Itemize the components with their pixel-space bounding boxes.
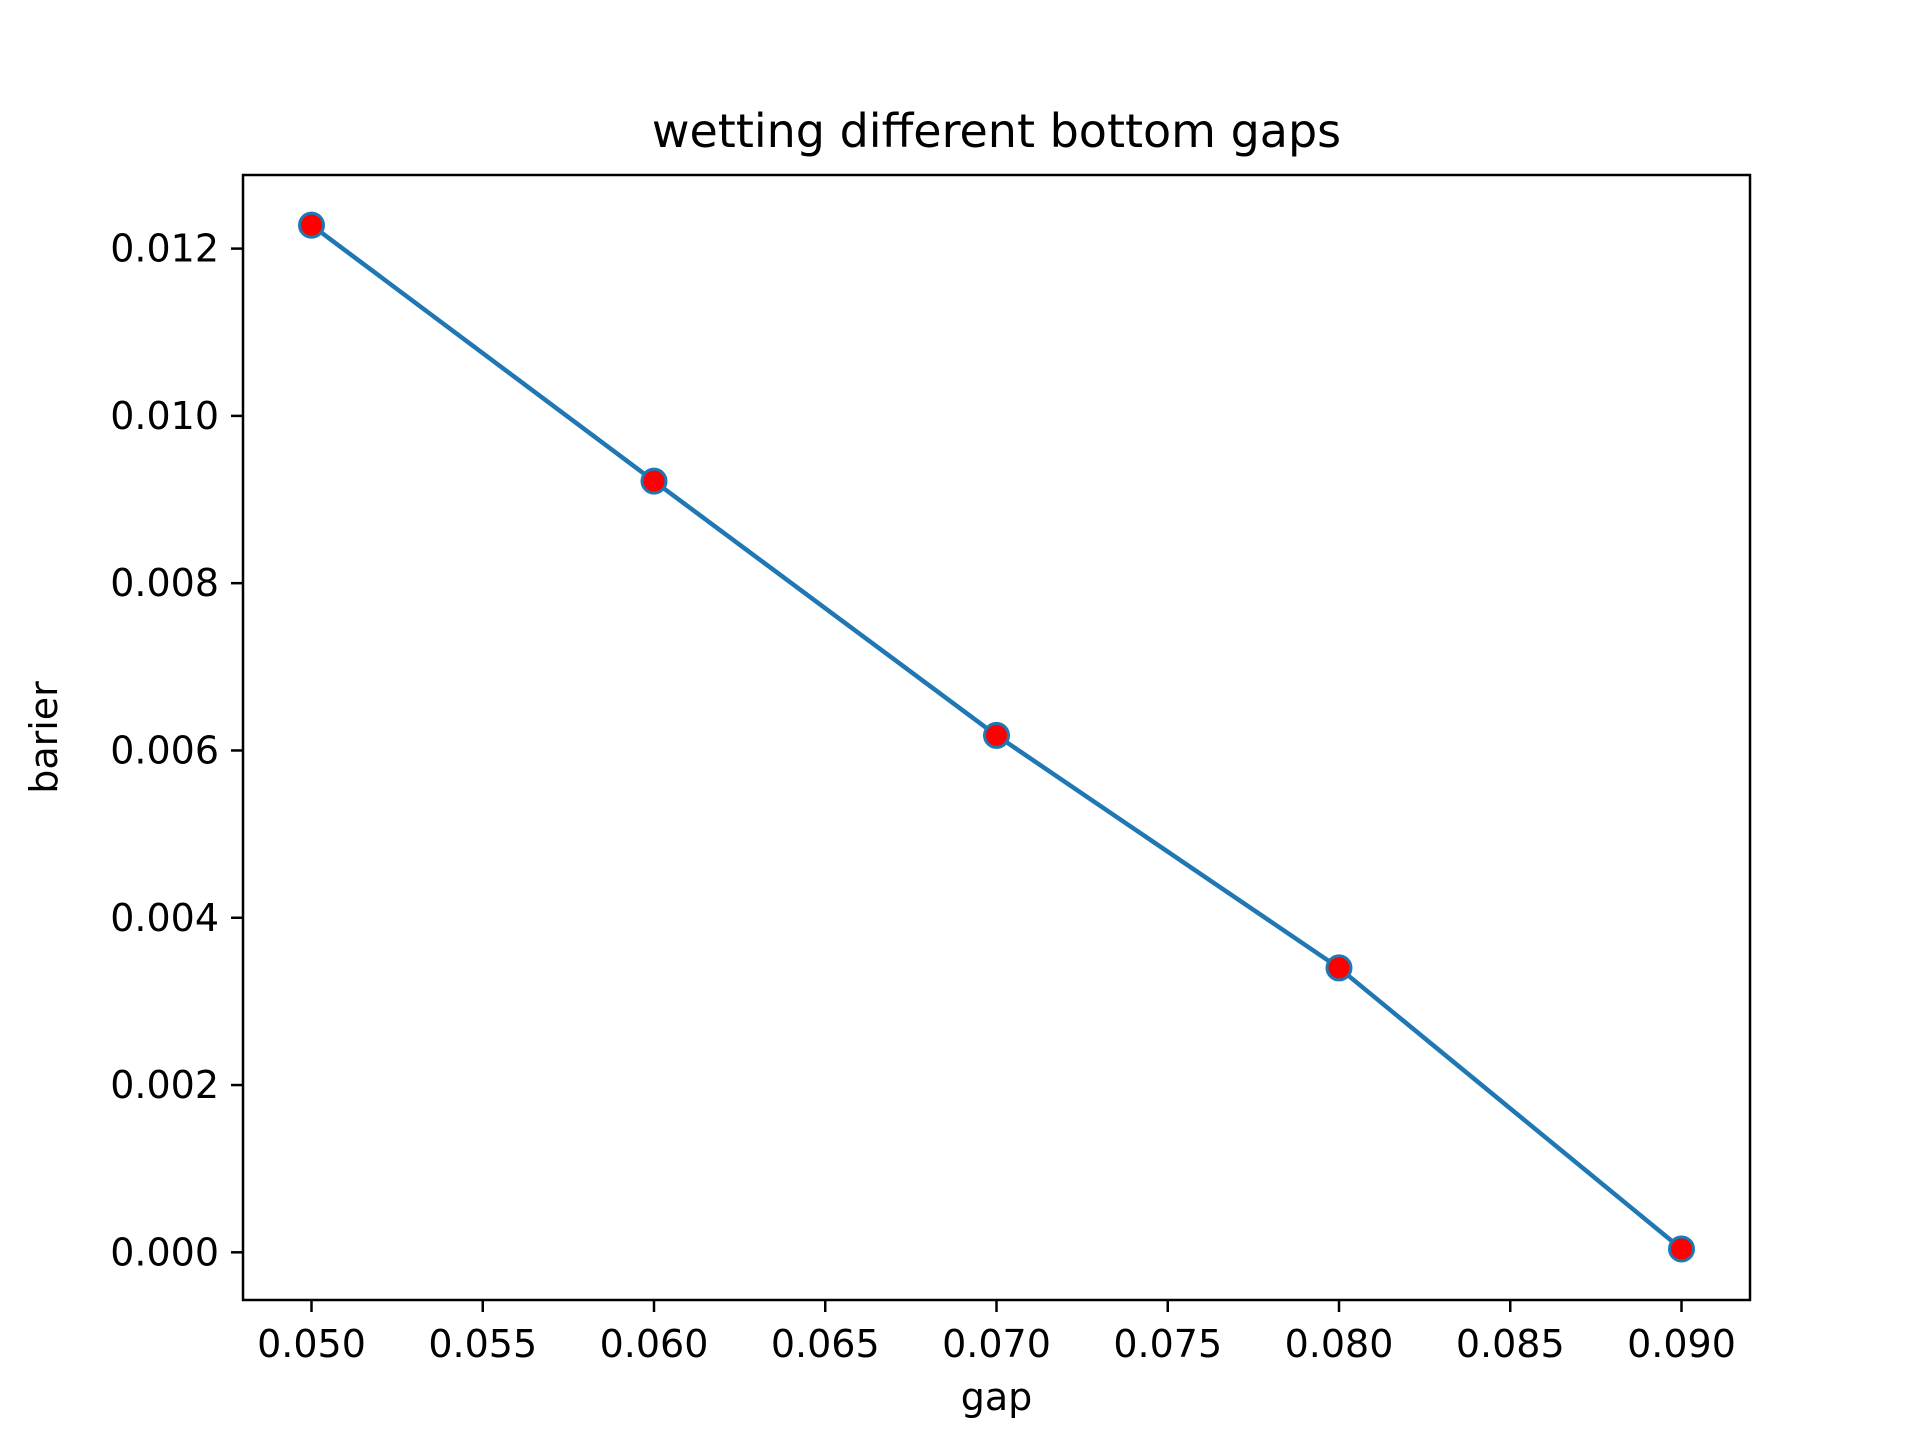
- y-tick-label: 0.012: [110, 227, 219, 271]
- chart-title: wetting different bottom gaps: [652, 104, 1341, 158]
- data-point: [983, 721, 1010, 749]
- x-tick-label: 0.050: [257, 1322, 366, 1366]
- x-tick-label: 0.060: [600, 1322, 709, 1366]
- x-axis: 0.050 0.055 0.060 0.065 0.070 0.075 0.080 0.085…: [257, 1300, 1736, 1366]
- x-axis-title: gap: [961, 1375, 1033, 1419]
- data-point: [298, 211, 325, 239]
- data-point: [1325, 954, 1353, 982]
- y-tick-label: 0.008: [110, 561, 219, 605]
- x-tick-label: 0.065: [771, 1322, 880, 1366]
- x-tick-label: 0.090: [1627, 1322, 1736, 1366]
- x-tick-label: 0.085: [1456, 1322, 1565, 1366]
- data-point: [1668, 1235, 1695, 1263]
- x-tick-label: 0.055: [428, 1322, 537, 1366]
- x-tick-label: 0.080: [1285, 1322, 1394, 1366]
- series-layer: [298, 211, 1695, 1263]
- x-tick-label: 0.070: [942, 1322, 1051, 1366]
- y-tick-label: 0.000: [110, 1230, 219, 1274]
- y-tick-label: 0.010: [110, 394, 219, 438]
- y-tick-label: 0.002: [110, 1063, 219, 1107]
- y-tick-label: 0.004: [110, 896, 219, 940]
- y-tick-label: 0.006: [110, 728, 219, 772]
- data-point: [640, 467, 668, 495]
- y-axis: 0.000 0.002 0.004 0.006 0.008 0.010 0.012: [110, 227, 243, 1274]
- y-axis-title: barier: [22, 681, 66, 794]
- plot-frame: [241, 173, 1752, 1302]
- x-tick-label: 0.075: [1113, 1322, 1222, 1366]
